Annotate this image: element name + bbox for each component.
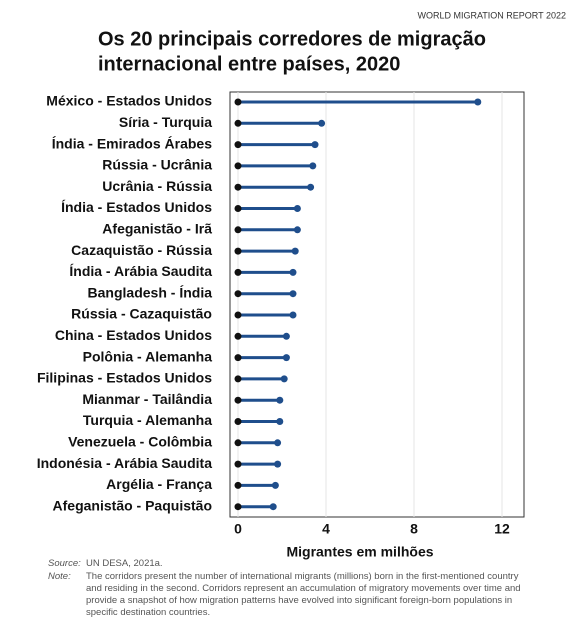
base-dot: [234, 481, 242, 489]
y-tick-label: Rússia - Ucrânia: [102, 157, 212, 173]
base-dot: [234, 162, 242, 170]
y-tick-label: China - Estados Unidos: [55, 327, 212, 343]
dot: [271, 481, 279, 489]
y-tick-label: Afeganistão - Paquistão: [53, 497, 212, 513]
y-tick-label: Indonésia - Arábia Saudita: [37, 455, 213, 471]
note-key: Note:: [48, 571, 71, 582]
note-text: The corridors present the number of inte…: [86, 571, 521, 618]
base-dot: [234, 98, 242, 106]
x-tick-label: 0: [234, 521, 242, 537]
y-tick-label: Turquia - Alemanha: [83, 412, 212, 428]
base-dot: [234, 247, 242, 255]
base-dot: [234, 503, 242, 511]
dot: [318, 119, 326, 127]
y-tick-label: Venezuela - Colômbia: [68, 434, 212, 450]
base-dot: [234, 268, 242, 276]
y-tick-label: Polônia - Alemanha: [83, 348, 213, 364]
y-tick-label: Índia - Emirados Árabes: [52, 135, 212, 151]
source-key: Source:: [48, 558, 81, 569]
x-tick-label: 12: [494, 521, 510, 537]
chart: WORLD MIGRATION REPORT 2022 Os 20 princi…: [37, 10, 566, 560]
dot: [289, 290, 297, 298]
dot: [293, 226, 301, 234]
dot: [289, 311, 297, 319]
dot: [293, 205, 301, 212]
y-tick-label: Índia - Arábia Saudita: [69, 263, 212, 279]
y-tick-label: Rússia - Cazaquistão: [71, 306, 212, 322]
dot: [276, 396, 284, 404]
base-dot: [234, 354, 242, 362]
dot: [276, 418, 284, 425]
dot: [307, 183, 315, 191]
dot: [474, 98, 482, 106]
base-dot: [234, 141, 242, 149]
base-dot: [234, 183, 242, 191]
y-tick-label: México - Estados Unidos: [46, 93, 212, 109]
dot: [274, 460, 282, 468]
source: Source: UN DESA, 2021a.: [48, 558, 528, 570]
base-dot: [234, 119, 242, 127]
dot: [291, 247, 299, 255]
dot: [280, 375, 288, 383]
base-dot: [234, 290, 242, 298]
base-dot: [234, 226, 242, 234]
y-tick-label: Afeganistão - Irã: [102, 221, 212, 237]
y-tick-label: Mianmar - Tailândia: [82, 391, 212, 407]
note: Note: The corridors present the number of…: [48, 571, 528, 619]
dot: [289, 268, 297, 276]
base-dot: [234, 460, 242, 468]
base-dot: [234, 332, 242, 340]
y-tick-label: Índia - Estados Unidos: [61, 199, 212, 215]
y-tick-label: Ucrânia - Rússia: [102, 178, 212, 194]
base-dot: [234, 439, 242, 447]
dot: [274, 439, 282, 447]
dot: [282, 332, 290, 340]
x-tick-label: 8: [410, 521, 418, 537]
y-tick-label: Filipinas - Estados Unidos: [37, 370, 212, 386]
chart-title: Os 20 principais corredores de migração: [98, 28, 486, 50]
y-tick-label: Argélia - França: [106, 476, 212, 492]
x-axis-label: Migrantes em milhões: [286, 544, 433, 560]
dot: [309, 162, 317, 170]
dot: [269, 503, 277, 511]
dot: [282, 354, 290, 362]
plot-frame: [229, 91, 525, 518]
y-tick-label: Cazaquistão - Rússia: [71, 242, 212, 258]
report-header: WORLD MIGRATION REPORT 2022: [417, 10, 566, 20]
source-text: UN DESA, 2021a.: [86, 558, 163, 569]
dot: [311, 141, 319, 149]
y-tick-label: Bangladesh - Índia: [88, 284, 213, 300]
base-dot: [234, 396, 242, 404]
base-dot: [234, 205, 242, 212]
x-tick-label: 4: [322, 521, 330, 537]
base-dot: [234, 311, 242, 319]
base-dot: [234, 375, 242, 383]
y-tick-label: Síria - Turquia: [119, 114, 212, 130]
chart-title: internacional entre países, 2020: [98, 53, 400, 75]
base-dot: [234, 418, 242, 425]
